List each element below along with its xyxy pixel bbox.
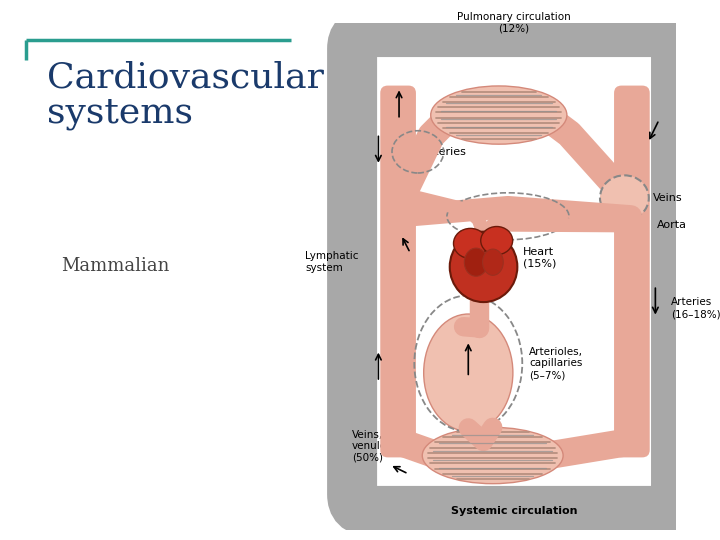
Ellipse shape	[431, 86, 567, 144]
Text: Veins: Veins	[652, 193, 682, 203]
Text: Systemic circulation: Systemic circulation	[451, 506, 577, 516]
Ellipse shape	[481, 226, 513, 255]
Text: Heart
(15%): Heart (15%)	[523, 247, 557, 268]
Text: Cardiovascular: Cardiovascular	[47, 60, 324, 94]
Ellipse shape	[423, 427, 563, 484]
FancyBboxPatch shape	[381, 61, 647, 482]
Text: Pulmonary circulation
(12%): Pulmonary circulation (12%)	[457, 12, 571, 34]
Text: Aorta: Aorta	[657, 220, 688, 231]
Text: Mammalian: Mammalian	[61, 258, 169, 275]
FancyBboxPatch shape	[614, 85, 649, 457]
Ellipse shape	[450, 232, 518, 302]
Text: systems: systems	[47, 96, 193, 130]
Ellipse shape	[600, 176, 649, 220]
Text: Arterioles,
capillaries
(5–7%): Arterioles, capillaries (5–7%)	[529, 347, 583, 380]
FancyBboxPatch shape	[380, 85, 416, 457]
Ellipse shape	[454, 228, 487, 259]
Text: Lymphatic
system: Lymphatic system	[305, 252, 359, 273]
Ellipse shape	[464, 248, 487, 276]
Ellipse shape	[482, 249, 503, 275]
Text: Arteries
(16–18%): Arteries (16–18%)	[671, 298, 720, 319]
Text: Arteries: Arteries	[423, 147, 467, 157]
Ellipse shape	[423, 314, 513, 431]
Text: Veins,
venules
(50%): Veins, venules (50%)	[352, 430, 392, 463]
